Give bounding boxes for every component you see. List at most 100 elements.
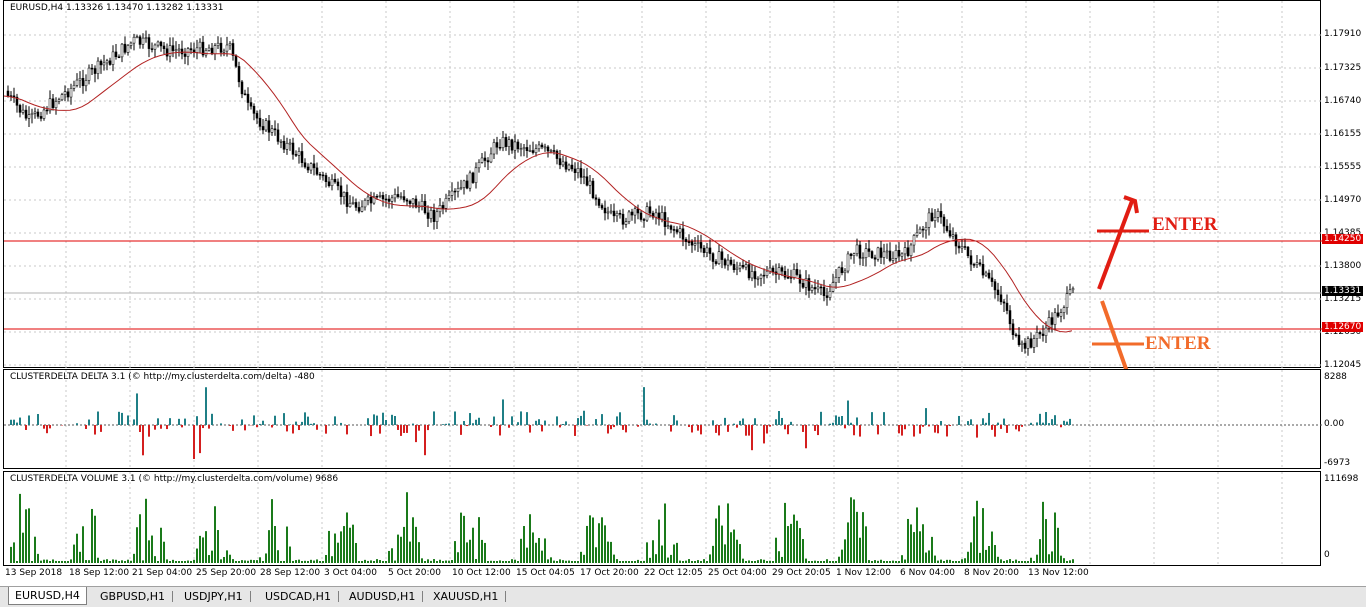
volume-bar bbox=[76, 534, 78, 563]
volume-bar bbox=[757, 560, 759, 563]
tab-xauusd-h1[interactable]: XAUUSD,H1 bbox=[427, 588, 504, 605]
volume-bar bbox=[454, 541, 456, 563]
candle-body bbox=[265, 121, 267, 130]
delta-bar bbox=[454, 411, 456, 425]
tab-gbpusd-h1[interactable]: GBPUSD,H1 bbox=[94, 588, 171, 605]
delta-scale-max: 8288 bbox=[1324, 372, 1347, 382]
volume-bar bbox=[751, 561, 753, 563]
volume-bar bbox=[469, 540, 471, 563]
candle-body bbox=[742, 265, 744, 267]
volume-bar bbox=[802, 539, 804, 563]
delta-bar bbox=[133, 419, 135, 425]
volume-bar bbox=[754, 561, 756, 563]
volume-bar bbox=[760, 559, 762, 563]
volume-bar bbox=[772, 561, 774, 563]
candle-body bbox=[118, 57, 120, 58]
volume-bar bbox=[1030, 558, 1032, 563]
candle-body bbox=[826, 296, 828, 298]
volume-bar bbox=[601, 517, 603, 563]
delta-bar bbox=[1036, 422, 1038, 425]
candle-body bbox=[388, 199, 390, 201]
delta-bar bbox=[256, 425, 258, 427]
delta-bar bbox=[136, 393, 138, 425]
candle-body bbox=[328, 182, 330, 186]
time-label: 10 Oct 12:00 bbox=[452, 568, 511, 578]
volume-bar bbox=[391, 548, 393, 563]
volume-bar bbox=[40, 561, 42, 563]
delta-bar bbox=[508, 425, 510, 428]
delta-bar bbox=[934, 425, 936, 433]
delta-bar bbox=[142, 425, 144, 455]
volume-bar bbox=[364, 560, 366, 563]
delta-bar bbox=[937, 425, 939, 433]
candle-body bbox=[100, 61, 102, 65]
delta-bar bbox=[25, 425, 27, 430]
delta-bar bbox=[544, 421, 546, 425]
candle-body bbox=[73, 85, 75, 88]
volume-bar bbox=[472, 528, 474, 563]
time-label: 15 Oct 04:05 bbox=[516, 568, 575, 578]
volume-bar bbox=[283, 561, 285, 563]
candle-body bbox=[67, 92, 69, 97]
delta-bar bbox=[691, 425, 693, 432]
volume-bar bbox=[667, 558, 669, 563]
candle-body bbox=[907, 248, 909, 256]
delta-bar bbox=[376, 416, 378, 425]
candle-body bbox=[709, 248, 711, 254]
tab-usdcad-h1[interactable]: USDCAD,H1 bbox=[259, 588, 337, 605]
delta-bar bbox=[184, 419, 186, 425]
candle-body bbox=[754, 271, 756, 278]
delta-bar bbox=[838, 417, 840, 425]
candle-body bbox=[664, 212, 666, 226]
delta-bar bbox=[403, 425, 405, 433]
volume-bar bbox=[877, 561, 879, 563]
price-chart-pane[interactable]: EURUSD,H4 1.13326 1.13470 1.13282 1.1333… bbox=[3, 0, 1321, 368]
candle-body bbox=[691, 242, 693, 245]
delta-bar bbox=[517, 422, 519, 425]
volume-bar bbox=[523, 526, 525, 563]
candle-body bbox=[232, 43, 234, 55]
candle-body bbox=[589, 181, 591, 185]
candle-body bbox=[595, 198, 597, 200]
candle-body bbox=[667, 226, 669, 227]
candle-body bbox=[523, 147, 525, 148]
volume-bar bbox=[37, 554, 39, 563]
volume-bar bbox=[952, 561, 954, 563]
candle-body bbox=[460, 188, 462, 189]
delta-bar bbox=[316, 425, 318, 430]
volume-bar bbox=[322, 561, 324, 563]
volume-bar bbox=[913, 532, 915, 563]
candle-body bbox=[592, 181, 594, 198]
tab-eurusd-h4[interactable]: EURUSD,H4 bbox=[8, 587, 87, 605]
candle-body bbox=[172, 46, 174, 51]
volume-bar bbox=[1009, 559, 1011, 563]
volume-bar bbox=[730, 532, 732, 563]
candle-body bbox=[643, 219, 645, 220]
delta-indicator-pane[interactable]: CLUSTERDELTA DELTA 3.1 (© http://my.clus… bbox=[3, 369, 1321, 469]
candle-body bbox=[868, 249, 870, 252]
candle-body bbox=[61, 95, 63, 100]
delta-bar bbox=[820, 412, 822, 425]
delta-bar bbox=[310, 424, 312, 425]
delta-bar bbox=[739, 421, 741, 425]
candle-body bbox=[469, 173, 471, 188]
tab-usdjpy-h1[interactable]: USDJPY,H1 bbox=[178, 588, 249, 605]
candle-body bbox=[781, 268, 783, 272]
delta-bar bbox=[946, 425, 948, 436]
delta-bar bbox=[595, 419, 597, 425]
volume-indicator-pane[interactable]: CLUSTERDELTA VOLUME 3.1 (© http://my.clu… bbox=[3, 471, 1321, 566]
tab-audusd-h1[interactable]: AUDUSD,H1 bbox=[343, 588, 421, 605]
delta-bar bbox=[1060, 425, 1062, 427]
volume-bar bbox=[799, 528, 801, 563]
candle-body bbox=[562, 162, 564, 165]
delta-bar bbox=[670, 425, 672, 432]
volume-bar bbox=[520, 539, 522, 563]
volume-bar bbox=[151, 536, 153, 563]
volume-bar bbox=[214, 506, 216, 563]
candle-body bbox=[616, 213, 618, 216]
delta-bar bbox=[919, 425, 921, 434]
candle-body bbox=[751, 271, 753, 277]
candle-body bbox=[478, 162, 480, 168]
delta-bar bbox=[313, 423, 315, 425]
candle-body bbox=[355, 202, 357, 207]
